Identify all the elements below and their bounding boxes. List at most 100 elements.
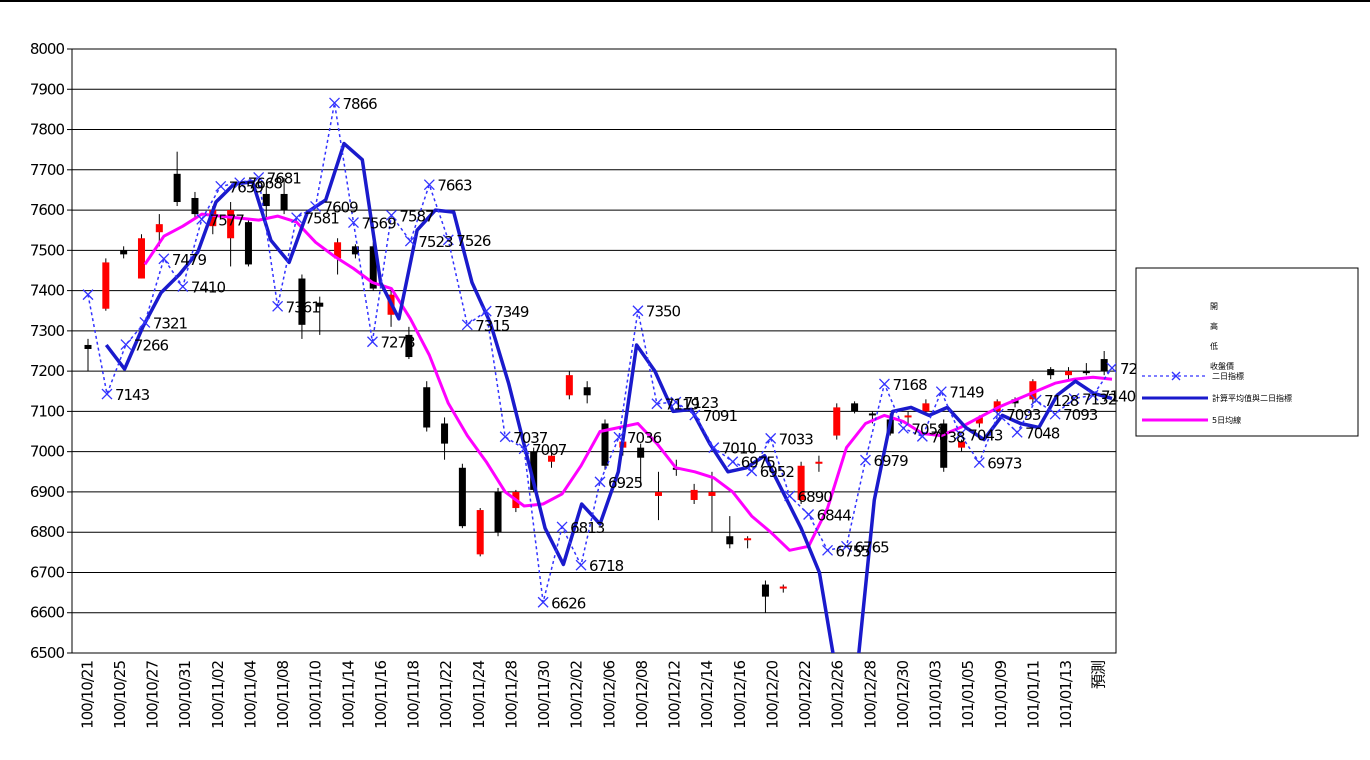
- candle: [191, 191, 199, 219]
- x-tick-label: 100/11/18: [405, 661, 423, 729]
- candle: [761, 580, 769, 613]
- data-label: 7663: [437, 177, 472, 195]
- y-tick-label: 7900: [30, 80, 65, 98]
- x-marker: [784, 490, 796, 502]
- x-tick-label: 100/12/30: [894, 661, 912, 729]
- x-tick-label: 100/10/27: [144, 661, 162, 729]
- candle: [726, 516, 734, 549]
- legend-label: 計算平均值與二日指標: [1212, 393, 1292, 403]
- candle: [708, 471, 716, 533]
- x-marker: [651, 398, 663, 410]
- data-label: 6765: [855, 538, 890, 556]
- x-marker: [348, 217, 359, 229]
- data-label: 7119: [665, 396, 700, 414]
- data-label: 6755: [836, 542, 871, 560]
- y-tick-label: 7700: [30, 161, 65, 179]
- candle: [815, 455, 823, 472]
- x-marker: [822, 544, 834, 556]
- y-axis: 8000 7900 7800 7700 7600 7500 7400 7300 7200 7100…: [30, 40, 72, 662]
- candle: [797, 461, 805, 505]
- candle: [940, 419, 948, 472]
- y-tick-label: 7600: [30, 201, 65, 219]
- candle: [137, 234, 145, 279]
- candle: [637, 443, 645, 486]
- x-marker: [158, 253, 170, 265]
- y-tick-label: 6500: [30, 644, 65, 662]
- data-label: 6979: [873, 452, 908, 470]
- data-label: 7273: [380, 334, 415, 352]
- data-label: 6925: [608, 474, 643, 492]
- x-marker: [860, 454, 871, 466]
- candle: [405, 326, 413, 360]
- ma5-line: [143, 212, 1113, 552]
- candle: [244, 218, 252, 267]
- candle: [494, 487, 502, 537]
- x-tick-label: 100/12/20: [763, 661, 781, 729]
- x-tick-label: 100/11/10: [307, 661, 325, 729]
- data-label: 7681: [267, 169, 302, 187]
- data-label: 7048: [1025, 424, 1060, 442]
- y-tick-label: 8000: [30, 40, 65, 58]
- y-tick-label: 7500: [30, 241, 65, 259]
- data-label: 7143: [115, 386, 150, 404]
- x-marker: [878, 378, 890, 390]
- y-tick-label: 6800: [30, 523, 65, 541]
- x-tick-label: 100/11/30: [535, 661, 553, 729]
- x-tick-label: 100/12/16: [731, 661, 749, 729]
- grid: [72, 48, 1116, 654]
- x-tick-label: 101/01/03: [927, 661, 945, 729]
- x-tick-label: 101/01/11: [1024, 661, 1042, 729]
- x-marker: [404, 235, 416, 247]
- candle: [565, 371, 573, 400]
- y-tick-label: 7400: [30, 282, 65, 300]
- x-tick-label: 100/11/22: [437, 661, 455, 729]
- x-marker: [746, 465, 758, 477]
- data-label: 7093: [1063, 406, 1098, 424]
- candle: [227, 202, 235, 267]
- legend-box: [1135, 267, 1359, 437]
- x-marker: [708, 442, 720, 454]
- series-lines: [82, 97, 1116, 653]
- x-marker: [139, 316, 151, 328]
- x-tick-label: 100/11/04: [241, 661, 259, 729]
- data-label: 7349: [494, 303, 529, 321]
- x-marker: [177, 281, 189, 293]
- x-marker: [1068, 393, 1080, 404]
- x-marker: [215, 180, 227, 192]
- candle: [1082, 363, 1090, 376]
- y-tick-label: 6700: [30, 563, 65, 581]
- data-label: 7043: [968, 426, 1003, 444]
- x-marker: [1106, 362, 1116, 374]
- x-marker: [234, 177, 246, 189]
- data-label: 7659: [229, 178, 264, 196]
- legend-item: 開: [1210, 302, 1218, 311]
- data-label: 6813: [570, 519, 605, 537]
- candle: [84, 338, 92, 372]
- candle: [833, 403, 841, 440]
- data-label: 6975: [741, 454, 776, 472]
- x-marker: [803, 509, 815, 520]
- data-label: 7168: [892, 376, 927, 394]
- candle: [262, 185, 270, 219]
- data-label: 7140: [1101, 387, 1136, 405]
- data-label: 7007: [532, 441, 567, 459]
- candle: [779, 584, 787, 593]
- candle: [351, 244, 359, 259]
- data-label: 7577: [210, 211, 245, 229]
- candle: [298, 274, 306, 339]
- data-label: 7479: [172, 251, 207, 269]
- legend-label: 二日指標: [1212, 371, 1244, 381]
- x-marker: [310, 200, 322, 212]
- candle: [548, 451, 556, 468]
- x-marker: [272, 300, 284, 312]
- x-marker: [480, 305, 492, 317]
- x-tick-label: 100/11/02: [209, 661, 227, 729]
- data-label: 7091: [703, 407, 738, 425]
- candle: [458, 463, 466, 529]
- candle: [173, 151, 181, 207]
- x-tick-label: 100/12/06: [600, 661, 618, 729]
- x-marker: [518, 443, 530, 455]
- candle: [654, 471, 662, 521]
